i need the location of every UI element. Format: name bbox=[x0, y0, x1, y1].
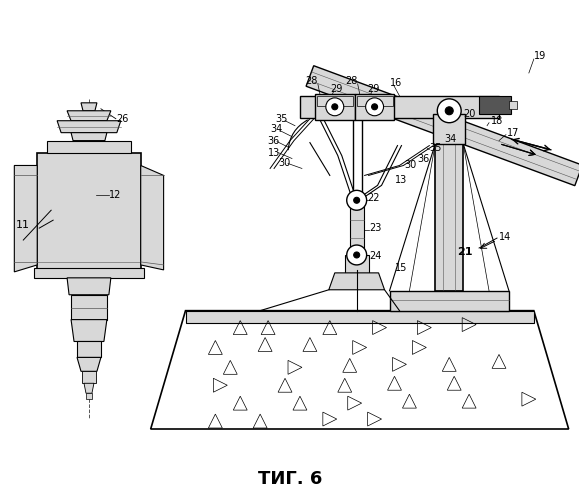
Circle shape bbox=[347, 190, 367, 210]
Text: 28: 28 bbox=[306, 76, 318, 86]
Polygon shape bbox=[67, 111, 111, 120]
Bar bbox=[350, 200, 364, 255]
Bar bbox=[300, 96, 499, 118]
Text: 30: 30 bbox=[404, 160, 416, 170]
Text: 12: 12 bbox=[109, 190, 121, 200]
Text: 14: 14 bbox=[499, 232, 511, 242]
Text: 36: 36 bbox=[267, 136, 280, 145]
Text: 11: 11 bbox=[16, 220, 30, 230]
Bar bbox=[34, 268, 144, 278]
Polygon shape bbox=[57, 120, 121, 132]
Polygon shape bbox=[306, 66, 580, 186]
Bar bbox=[355, 94, 394, 120]
Text: 20: 20 bbox=[463, 109, 476, 119]
Bar bbox=[186, 310, 534, 322]
Bar bbox=[77, 342, 101, 357]
Polygon shape bbox=[141, 166, 164, 270]
Circle shape bbox=[332, 104, 338, 110]
Bar bbox=[71, 294, 107, 320]
Bar bbox=[479, 96, 511, 114]
Text: 30: 30 bbox=[278, 158, 291, 168]
Polygon shape bbox=[71, 132, 107, 140]
Bar bbox=[357, 96, 393, 106]
Circle shape bbox=[354, 198, 360, 203]
Text: 18: 18 bbox=[491, 116, 503, 126]
Text: ΤИГ. 6: ΤИГ. 6 bbox=[258, 470, 322, 488]
Text: 15: 15 bbox=[394, 263, 407, 273]
Text: 19: 19 bbox=[534, 51, 546, 61]
Text: 21: 21 bbox=[457, 247, 473, 257]
Bar bbox=[509, 101, 517, 109]
Text: 35: 35 bbox=[429, 142, 442, 152]
Text: 13: 13 bbox=[268, 148, 280, 158]
Text: 34: 34 bbox=[444, 134, 456, 143]
Bar bbox=[47, 140, 130, 152]
Text: 28: 28 bbox=[346, 76, 358, 86]
Text: 13: 13 bbox=[394, 176, 407, 186]
Text: 29: 29 bbox=[368, 84, 380, 94]
Polygon shape bbox=[84, 384, 94, 393]
Circle shape bbox=[365, 98, 383, 116]
Text: 17: 17 bbox=[507, 128, 519, 138]
Text: 35: 35 bbox=[275, 114, 288, 124]
Circle shape bbox=[445, 107, 453, 115]
Circle shape bbox=[354, 252, 360, 258]
Polygon shape bbox=[71, 320, 107, 342]
Bar bbox=[390, 291, 509, 310]
Text: 23: 23 bbox=[369, 223, 382, 233]
Bar bbox=[317, 96, 353, 106]
Bar bbox=[436, 144, 463, 291]
Polygon shape bbox=[329, 273, 385, 290]
Text: 24: 24 bbox=[369, 251, 382, 261]
Polygon shape bbox=[14, 166, 37, 272]
Bar bbox=[86, 393, 92, 399]
Polygon shape bbox=[67, 278, 111, 294]
Circle shape bbox=[372, 104, 378, 110]
Circle shape bbox=[437, 99, 461, 122]
Bar bbox=[345, 255, 369, 273]
Bar bbox=[315, 94, 355, 120]
Text: 34: 34 bbox=[270, 124, 282, 134]
Text: 36: 36 bbox=[418, 154, 430, 164]
Polygon shape bbox=[81, 103, 97, 111]
Text: 26: 26 bbox=[116, 114, 128, 124]
Text: 29: 29 bbox=[330, 84, 342, 94]
Bar bbox=[82, 372, 96, 384]
Text: 16: 16 bbox=[390, 78, 402, 88]
Polygon shape bbox=[77, 358, 101, 372]
Text: 22: 22 bbox=[368, 194, 380, 203]
Bar bbox=[433, 114, 465, 144]
Circle shape bbox=[326, 98, 344, 116]
Polygon shape bbox=[151, 310, 568, 429]
Bar bbox=[37, 152, 141, 270]
Circle shape bbox=[347, 245, 367, 265]
